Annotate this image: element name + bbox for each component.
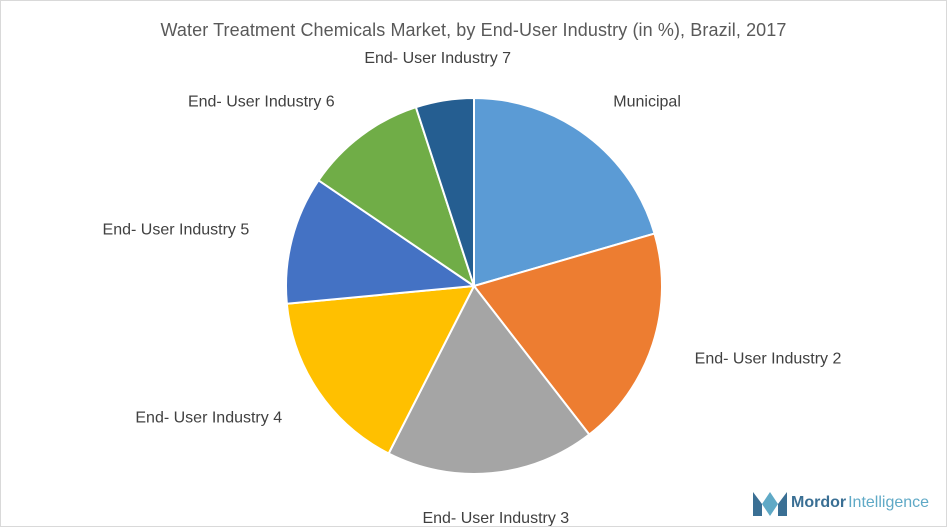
slice-label-end-user-industry-2: End- User Industry 2 bbox=[695, 351, 842, 368]
slice-label-end-user-industry-6: End- User Industry 6 bbox=[188, 93, 335, 110]
pie-slice-end-user-industry-4 bbox=[285, 285, 475, 455]
pie-slice-end-user-industry-5 bbox=[285, 179, 475, 305]
mordor-intelligence-logo: Mordor Intelligence bbox=[753, 489, 929, 517]
slice-label-municipal: Municipal bbox=[613, 93, 681, 110]
pie-labels: Municipal End- User Industry 2 End- User I… bbox=[103, 50, 842, 526]
pie-slice-end-user-industry-2 bbox=[473, 232, 663, 436]
pie-slice-municipal bbox=[473, 97, 656, 287]
slice-label-end-user-industry-5: End- User Industry 5 bbox=[103, 221, 250, 238]
logo-word-mordor: Mordor bbox=[791, 494, 847, 511]
slice-label-end-user-industry-3: End- User Industry 3 bbox=[422, 510, 569, 526]
slice-label-end-user-industry-7: End- User Industry 7 bbox=[364, 50, 511, 67]
slice-label-end-user-industry-4: End- User Industry 4 bbox=[135, 409, 282, 426]
logo-word-intelligence: Intelligence bbox=[848, 494, 930, 511]
chart-title: Water Treatment Chemicals Market, by End… bbox=[160, 20, 787, 40]
pie-slice-end-user-industry-7 bbox=[414, 97, 475, 287]
mordor-logo-icon bbox=[753, 492, 787, 516]
pie-slice-end-user-industry-6 bbox=[317, 106, 475, 287]
pie-slices bbox=[285, 97, 663, 475]
pie-slice-end-user-industry-3 bbox=[387, 285, 591, 475]
